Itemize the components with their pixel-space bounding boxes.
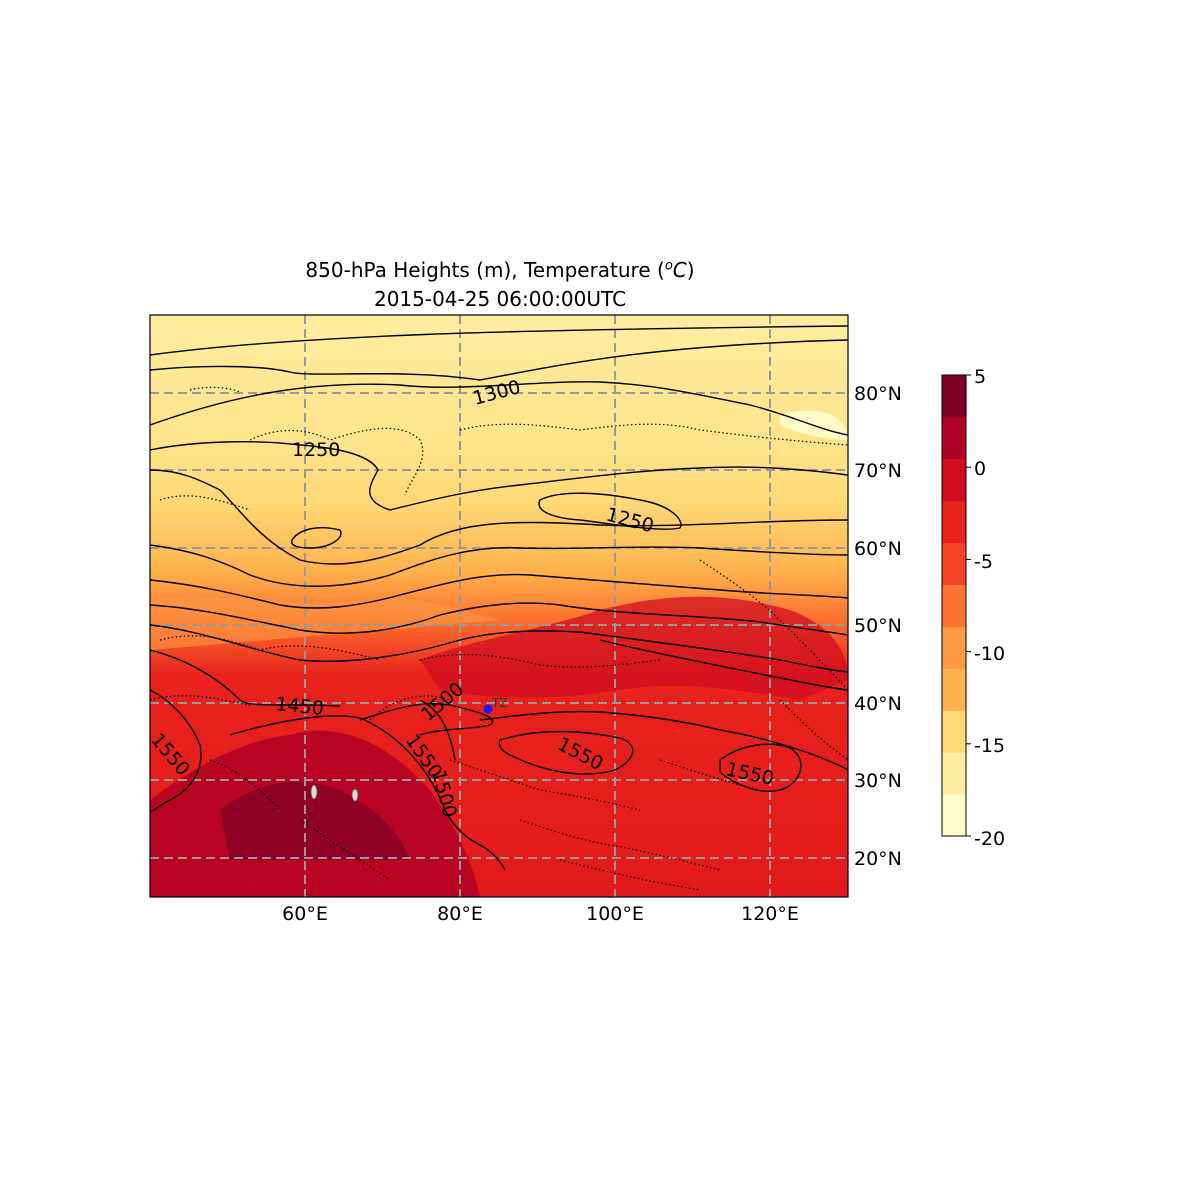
height-contours	[150, 325, 848, 871]
contour-label: 1450	[274, 693, 324, 720]
colorbar-frame	[941, 374, 967, 837]
lat-tick: 40°N	[854, 693, 902, 715]
colorbar-tick: 0	[974, 458, 986, 480]
colorbar-segment	[942, 584, 966, 627]
lat-tick: 80°N	[854, 383, 902, 405]
cool-pocket-tibet	[440, 730, 614, 790]
colorbar-segment	[942, 458, 966, 502]
lat-tick: 60°N	[854, 538, 902, 560]
colorbar-tick: -10	[974, 643, 1005, 665]
lat-tick: 30°N	[854, 770, 902, 792]
colorbar-segment	[942, 416, 966, 460]
lat-tick: 50°N	[854, 615, 902, 637]
lon-tick: 60°E	[282, 903, 328, 925]
colorbar-tick-labels: 5 0 -5 -10 -15 -20	[974, 366, 1005, 850]
colorbar-tick: -20	[974, 828, 1005, 850]
chart-title-line2: 2015-04-25 06:00:00UTC	[373, 287, 627, 311]
colorbar-segment	[942, 710, 966, 753]
terrain-patches	[310, 784, 359, 802]
lon-tick: 80°E	[437, 903, 483, 925]
colorbar-tick: 5	[974, 366, 986, 388]
colorbar-segment	[942, 752, 966, 795]
cool-band-west	[150, 597, 500, 650]
colorbar-segment	[942, 375, 966, 418]
lat-tick-labels: 80°N 70°N 60°N 50°N 40°N 30°N 20°N	[854, 383, 902, 870]
colorbar-segment	[942, 500, 966, 544]
lon-tick: 100°E	[586, 903, 644, 925]
map-field: 1300 1250 1250 1450 1500 1550 1500 1550 …	[150, 315, 848, 897]
colorbar-segment	[942, 542, 966, 586]
colorbar	[941, 374, 971, 837]
colorbar-segment	[942, 626, 966, 669]
lat-tick: 20°N	[854, 848, 902, 870]
lat-tick: 70°N	[854, 460, 902, 482]
hot-core	[220, 781, 410, 860]
station-label: TZ	[491, 696, 508, 710]
colorbar-segment	[942, 668, 966, 711]
contour-label: 1250	[292, 439, 340, 461]
chart-title-line1: 850-hPa Heights (m), Temperature (oC)	[305, 258, 695, 282]
lon-tick: 120°E	[741, 903, 799, 925]
station-marker	[483, 704, 493, 714]
map-frame	[149, 314, 849, 898]
colorbar-tick: -5	[974, 551, 993, 573]
colorbar-segment	[942, 794, 966, 837]
colorbar-tick: -15	[974, 735, 1005, 757]
lon-tick-labels: 60°E 80°E 100°E 120°E	[282, 903, 799, 925]
